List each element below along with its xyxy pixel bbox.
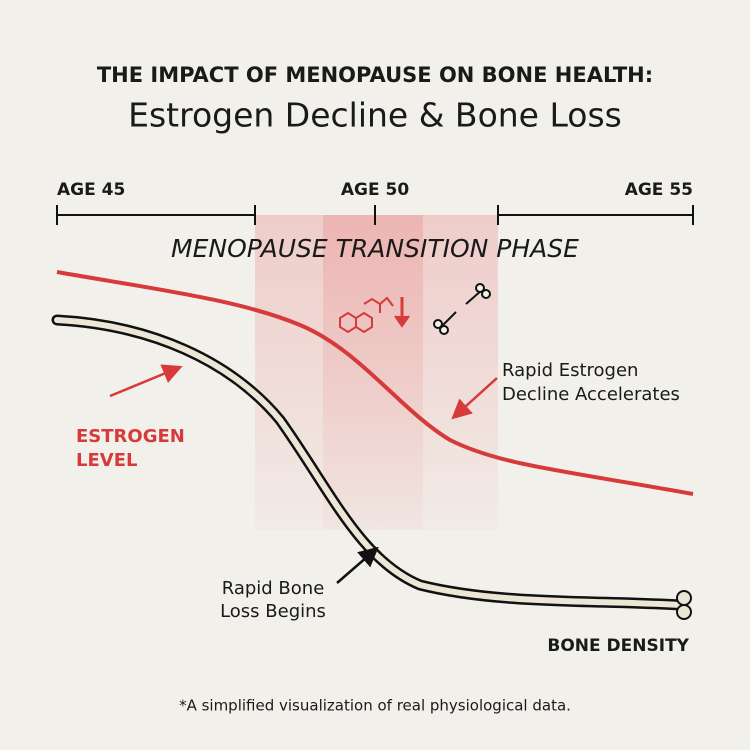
bone-note: Loss Begins	[220, 601, 326, 622]
age-label: AGE 45	[57, 180, 125, 200]
hormone-icon	[339, 296, 410, 334]
estrogen-label: ESTROGEN	[76, 426, 185, 447]
arrow	[336, 546, 379, 584]
estrogen-note: Decline Accelerates	[502, 384, 680, 405]
arrow	[451, 377, 498, 420]
kicker: THE IMPACT OF MENOPAUSE ON BONE HEALTH:	[97, 63, 653, 87]
transition-core	[323, 215, 423, 530]
arrow	[109, 364, 183, 398]
bone-note: Rapid Bone	[222, 578, 325, 599]
bone-curve-fill	[54, 317, 683, 608]
title: Estrogen Decline & Bone Loss	[128, 96, 622, 135]
bone-end	[676, 590, 692, 620]
timeline	[56, 205, 694, 225]
footnote: *A simplified visualization of real phys…	[179, 697, 571, 715]
estrogen-curve	[56, 270, 694, 496]
estrogen-label: LEVEL	[76, 450, 137, 471]
age-label: AGE 50	[341, 180, 409, 200]
bone-density-label: BONE DENSITY	[547, 636, 689, 656]
estrogen-note: Rapid Estrogen	[502, 360, 638, 381]
broken-bone-icon	[433, 283, 491, 335]
age-label: AGE 55	[625, 180, 693, 200]
phase-label: MENOPAUSE TRANSITION PHASE	[171, 234, 579, 263]
